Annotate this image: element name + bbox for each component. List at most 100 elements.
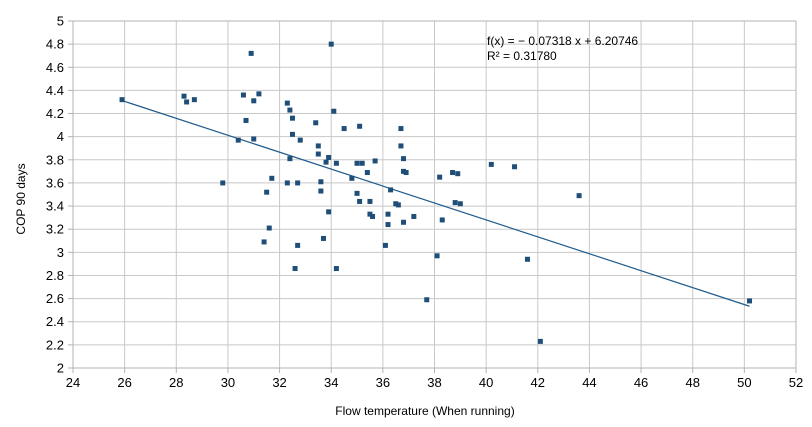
data-point xyxy=(388,187,394,193)
data-point xyxy=(284,100,290,106)
data-point xyxy=(315,151,321,157)
data-point xyxy=(524,256,530,262)
x-tick-label: 24 xyxy=(66,375,80,390)
y-tick-label: 2.6 xyxy=(46,291,64,306)
axes xyxy=(68,20,797,373)
data-point xyxy=(326,154,332,160)
data-point xyxy=(315,143,321,149)
data-point xyxy=(401,219,407,225)
y-tick-label: 3.4 xyxy=(46,199,64,214)
data-point xyxy=(289,115,295,121)
y-tick-label: 4 xyxy=(57,129,64,144)
data-point xyxy=(251,136,257,142)
data-point xyxy=(235,137,241,143)
data-point xyxy=(289,131,295,137)
y-tick-label: 3 xyxy=(57,245,64,260)
data-point xyxy=(287,107,293,113)
x-tick-label: 50 xyxy=(737,375,751,390)
data-point xyxy=(354,190,360,196)
y-tick-label: 2.8 xyxy=(46,268,64,283)
data-point xyxy=(364,170,370,176)
x-tick-label: 32 xyxy=(272,375,286,390)
x-tick-label: 44 xyxy=(582,375,596,390)
trendline-r-squared: R² = 0.31780 xyxy=(487,49,557,63)
data-point xyxy=(191,97,197,103)
x-tick-label: 40 xyxy=(479,375,493,390)
data-point xyxy=(184,99,190,105)
data-point xyxy=(297,137,303,143)
data-point xyxy=(341,126,347,132)
data-point xyxy=(411,213,417,219)
data-point xyxy=(403,170,409,176)
data-point xyxy=(452,200,458,206)
data-point xyxy=(220,180,226,186)
data-point xyxy=(256,91,262,97)
data-point xyxy=(119,97,125,103)
y-tick-label: 2.4 xyxy=(46,314,64,329)
y-tick-label: 4.8 xyxy=(46,37,64,52)
data-point xyxy=(328,41,334,47)
data-point xyxy=(326,209,332,215)
data-point xyxy=(372,158,378,164)
trendline-equation: f(x) = − 0.07318 x + 6.20746 xyxy=(487,34,638,48)
data-point xyxy=(488,161,494,167)
x-tick-label: 46 xyxy=(634,375,648,390)
x-axis-title: Flow temperature (When running) xyxy=(335,404,514,418)
y-tick-label: 4.4 xyxy=(46,83,64,98)
data-point xyxy=(512,164,518,170)
y-tick-label: 5 xyxy=(57,14,64,29)
plot-frame xyxy=(72,20,797,369)
x-tick-label: 36 xyxy=(376,375,390,390)
data-point xyxy=(457,201,463,207)
y-tick-label: 2 xyxy=(57,361,64,376)
data-point xyxy=(367,211,373,217)
data-point xyxy=(287,156,293,162)
y-axis-ticks: 2 2.2 2.4 2.6 2.8 3 3.2 3.4 3.6 3.8 4 4.2 4.4 4.6 4.8 5 xyxy=(46,14,64,376)
x-tick-label: 52 xyxy=(789,375,803,390)
x-axis-ticks: 24 26 28 30 32 34 36 38 40 42 44 46 48 50 52 xyxy=(66,375,803,390)
y-tick-label: 3.8 xyxy=(46,152,64,167)
data-point xyxy=(437,174,443,180)
data-point xyxy=(393,201,399,207)
data-point xyxy=(320,235,326,241)
data-point xyxy=(395,202,401,208)
data-point xyxy=(269,175,275,181)
data-point xyxy=(292,266,298,272)
trendline xyxy=(121,99,750,307)
trendline-group xyxy=(121,99,750,307)
x-tick-label: 34 xyxy=(324,375,338,390)
data-point xyxy=(313,120,319,126)
data-points xyxy=(119,41,753,344)
data-point xyxy=(747,298,753,304)
data-point xyxy=(385,222,391,228)
data-point xyxy=(398,126,404,132)
data-point xyxy=(537,338,543,344)
data-point xyxy=(401,156,407,162)
y-tick-label: 4.6 xyxy=(46,60,64,75)
data-point xyxy=(401,168,407,174)
data-point xyxy=(349,175,355,181)
data-point xyxy=(318,188,324,194)
x-tick-label: 42 xyxy=(531,375,545,390)
y-tick-label: 4.2 xyxy=(46,106,64,121)
data-point xyxy=(318,179,324,185)
data-point xyxy=(243,117,249,123)
y-tick-label: 2.2 xyxy=(46,337,64,352)
data-point xyxy=(398,143,404,149)
data-point xyxy=(264,189,270,195)
data-point xyxy=(331,108,337,114)
data-point xyxy=(261,239,267,245)
data-point xyxy=(266,225,272,231)
data-point xyxy=(181,93,187,99)
data-point xyxy=(424,297,430,303)
data-point xyxy=(333,266,339,272)
data-point xyxy=(333,160,339,166)
x-tick-label: 28 xyxy=(169,375,183,390)
data-point xyxy=(370,213,376,219)
y-tick-label: 3.6 xyxy=(46,175,64,190)
data-point xyxy=(357,123,363,129)
data-point xyxy=(240,92,246,98)
data-point xyxy=(367,198,373,204)
